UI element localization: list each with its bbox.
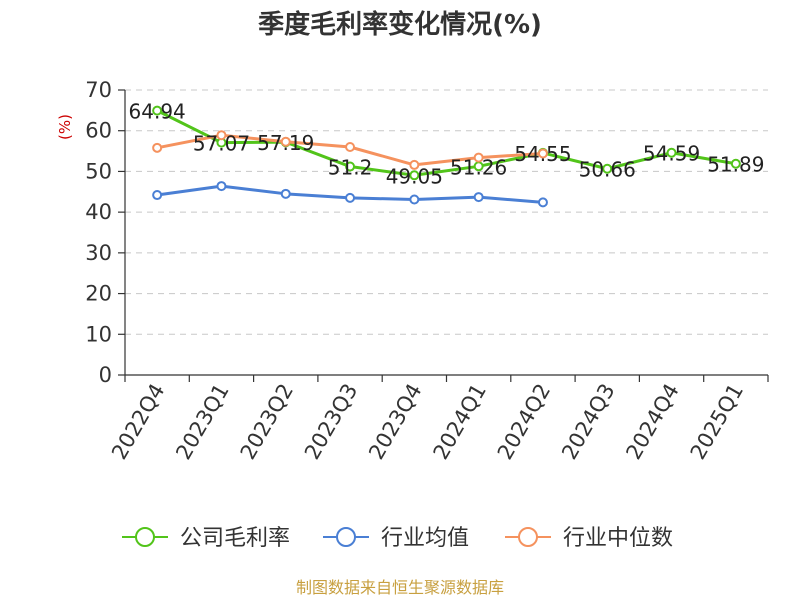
y-tick-label: 50 [85, 159, 112, 183]
data-label: 64.94 [129, 100, 186, 124]
y-tick-label: 0 [99, 363, 112, 387]
data-point-1 [152, 105, 163, 116]
data-point-3 [216, 130, 227, 141]
data-point-2 [537, 197, 548, 208]
data-point-2 [152, 190, 163, 201]
y-tick-label: 70 [85, 78, 112, 102]
legend-marker [135, 527, 155, 547]
data-label: 54.55 [514, 142, 571, 166]
x-tick-label: 2023Q2 [236, 380, 298, 464]
data-label: 51.89 [707, 153, 764, 177]
data-label: 51.2 [328, 156, 373, 180]
y-tick-label: 60 [85, 119, 112, 143]
data-point-1 [345, 161, 356, 172]
legend-marker [518, 527, 538, 547]
source-note: 制图数据来自恒生聚源数据库 [296, 578, 504, 597]
x-tick-label: 2023Q1 [171, 380, 233, 464]
data-point-2 [216, 181, 227, 192]
data-point-3 [473, 152, 484, 163]
data-label: 54.59 [643, 142, 700, 166]
x-tick-label: 2025Q1 [686, 380, 748, 464]
data-point-1 [602, 163, 613, 174]
data-point-1 [409, 170, 420, 181]
data-labels: 64.94 57.07 57.19 51.2 49.05 51.26 54.55 50.66 5… [129, 100, 765, 189]
data-point-2 [473, 192, 484, 203]
y-tick-label: 40 [85, 200, 112, 224]
x-tick-label: 2024Q3 [557, 380, 619, 464]
data-label: 49.05 [386, 164, 443, 188]
data-label: 57.19 [257, 131, 314, 155]
data-point-3 [537, 148, 548, 159]
data-point-2 [409, 194, 420, 205]
series-layer [152, 105, 741, 208]
data-point-3 [409, 159, 420, 170]
legend-marker [336, 527, 356, 547]
data-point-2 [280, 188, 291, 199]
x-tick-label: 2024Q2 [493, 380, 555, 464]
x-tick-label: 2023Q3 [300, 380, 362, 464]
data-point-3 [152, 142, 163, 153]
data-point-3 [280, 136, 291, 147]
y-tick-label: 20 [85, 282, 112, 306]
chart-title: 季度毛利率变化情况(%) [258, 9, 542, 40]
grid [125, 89, 768, 335]
x-tick-label: 2022Q4 [107, 380, 169, 464]
legend-label: 公司毛利率 [180, 526, 290, 551]
y-tick-label: 30 [85, 241, 112, 265]
data-label: 50.66 [579, 158, 636, 182]
x-tick-label: 2024Q1 [429, 380, 491, 464]
data-point-1 [666, 147, 677, 158]
legend-label: 行业均值 [381, 526, 469, 551]
y-axis-label: (%) [56, 114, 74, 140]
data-point-3 [345, 142, 356, 152]
data-label: 51.26 [450, 155, 507, 179]
data-point-1 [730, 158, 741, 169]
data-point-2 [345, 192, 356, 203]
legend: 公司毛利率 行业均值 行业中位数 [122, 526, 673, 551]
x-tick-label: 2024Q4 [621, 380, 683, 464]
series-line-1 [156, 109, 737, 177]
y-tick-label: 10 [85, 322, 112, 346]
x-tick-label: 2023Q4 [364, 380, 426, 464]
data-label: 57.07 [193, 132, 250, 156]
legend-label: 行业中位数 [563, 526, 673, 551]
